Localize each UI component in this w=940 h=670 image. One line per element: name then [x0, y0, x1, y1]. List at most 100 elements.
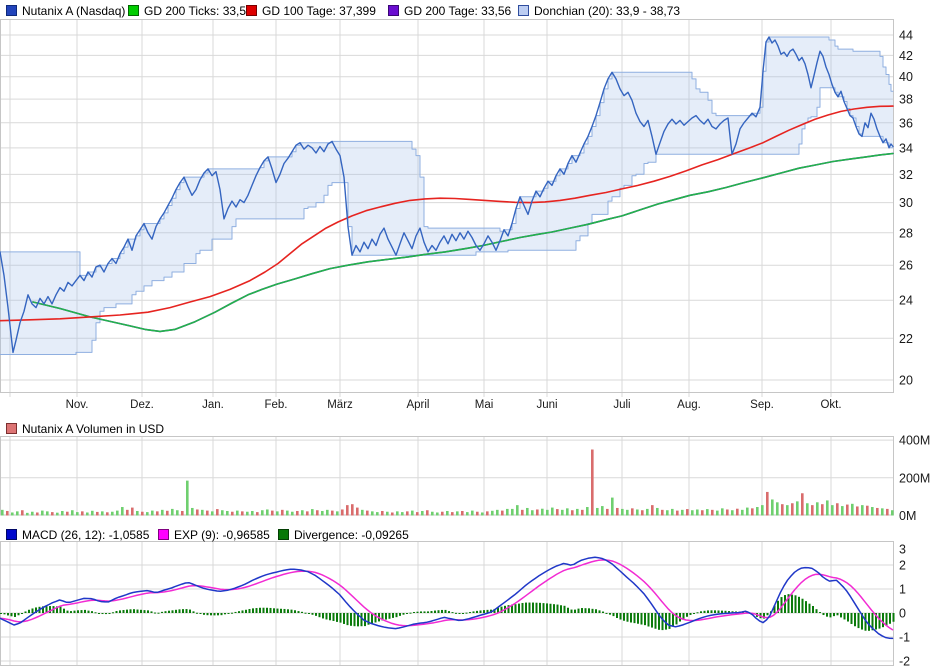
series-color-swatch-icon — [6, 423, 17, 434]
divergence-bar — [836, 613, 839, 616]
volume-bar — [786, 505, 789, 516]
divergence-bar — [290, 609, 293, 613]
volume-bar — [216, 509, 219, 516]
legend-item: Divergence: -0,09265 — [278, 528, 409, 542]
divergence-bar — [45, 606, 48, 613]
divergence-bar — [325, 613, 328, 620]
volume-bar — [536, 509, 539, 516]
divergence-bar — [42, 606, 44, 613]
volume-bar — [506, 508, 509, 516]
volume-bar — [861, 505, 864, 516]
volume-bar — [696, 509, 699, 516]
plot-border — [0, 19, 894, 393]
divergence-bar — [339, 613, 342, 623]
divergence-bar — [381, 613, 384, 621]
divergence-bar — [787, 594, 790, 613]
x-axis-label: Mai — [475, 399, 494, 411]
volume-bar — [771, 499, 774, 516]
divergence-bar — [808, 603, 811, 613]
legend-item: EXP (9): -0,96585 — [158, 528, 270, 542]
divergence-bar — [458, 613, 461, 614]
series-color-swatch-icon — [388, 5, 399, 16]
divergence-bar — [406, 613, 408, 614]
divergence-bar — [182, 609, 184, 613]
divergence-bar — [717, 610, 720, 613]
volume-bar — [451, 512, 454, 516]
divergence-bar — [66, 610, 69, 613]
volume-bar — [486, 511, 489, 516]
divergence-bar — [416, 611, 419, 613]
legend-label: Nutanix A (Nasdaq) — [22, 4, 126, 18]
volume-bar — [71, 510, 74, 516]
divergence-bar — [164, 611, 167, 613]
x-axis-label: Feb. — [264, 399, 287, 411]
volume-bar — [826, 500, 829, 516]
divergence-bar — [861, 613, 863, 630]
volume-bar — [546, 509, 549, 516]
volume-bar — [656, 507, 659, 516]
divergence-bar — [577, 608, 580, 613]
volume-bar — [246, 511, 249, 516]
divergence-bar — [213, 613, 216, 616]
y-axis-label: 400M — [899, 434, 930, 448]
volume-bar — [21, 510, 24, 516]
volume-bar — [26, 512, 29, 516]
volume-bar — [666, 510, 669, 516]
volume-bar — [101, 511, 104, 516]
divergence-bar — [553, 604, 555, 613]
divergence-bar — [595, 609, 597, 613]
divergence-bar — [332, 613, 335, 621]
divergence-bar — [119, 610, 121, 613]
volume-bar — [116, 510, 119, 516]
divergence-bar — [619, 613, 622, 620]
divergence-bar — [304, 612, 307, 614]
divergence-bar — [521, 602, 524, 613]
divergence-bar — [112, 612, 114, 614]
volume-legend: Nutanix A Volumen in USD — [0, 421, 940, 438]
volume-bar — [691, 510, 694, 516]
volume-bar — [661, 509, 664, 516]
x-axis-label: Nov. — [66, 399, 89, 411]
divergence-bar — [91, 611, 93, 613]
divergence-bar — [35, 607, 37, 613]
legend-item: Donchian (20): 33,9 - 38,73 — [518, 4, 680, 18]
divergence-bar — [413, 611, 415, 613]
volume-bar — [346, 505, 349, 516]
divergence-bar — [273, 608, 275, 613]
x-axis-label: Dez. — [130, 399, 154, 411]
divergence-bar — [77, 610, 79, 613]
volume-bar — [126, 509, 129, 516]
divergence-bar — [637, 613, 639, 624]
divergence-bar — [847, 613, 849, 622]
volume-bar — [311, 509, 314, 516]
divergence-bar — [766, 613, 769, 616]
legend-label: EXP (9): -0,96585 — [174, 528, 270, 542]
volume-bar — [871, 507, 874, 516]
volume-bar — [816, 502, 819, 516]
volume-bar — [321, 510, 324, 516]
volume-bar — [51, 512, 54, 516]
divergence-bar — [850, 613, 853, 624]
volume-bar — [591, 449, 594, 516]
volume-bar — [96, 511, 99, 516]
divergence-bar — [483, 610, 485, 613]
volume-bar — [746, 507, 749, 516]
volume-bar — [801, 493, 804, 516]
volume-bar — [631, 508, 634, 516]
divergence-bar — [892, 613, 895, 622]
volume-bar — [381, 510, 384, 516]
volume-bar — [481, 512, 484, 516]
divergence-bar — [346, 613, 349, 626]
divergence-bar — [276, 608, 279, 613]
y-axis-label: 0M — [899, 509, 916, 523]
donchian-band — [0, 37, 893, 355]
divergence-bar — [231, 612, 233, 614]
volume-bar — [141, 511, 144, 516]
series-color-swatch-icon — [128, 5, 139, 16]
volume-bar — [256, 512, 259, 516]
volume-bar — [306, 511, 309, 516]
divergence-bar — [87, 610, 90, 613]
divergence-bar — [143, 610, 146, 613]
